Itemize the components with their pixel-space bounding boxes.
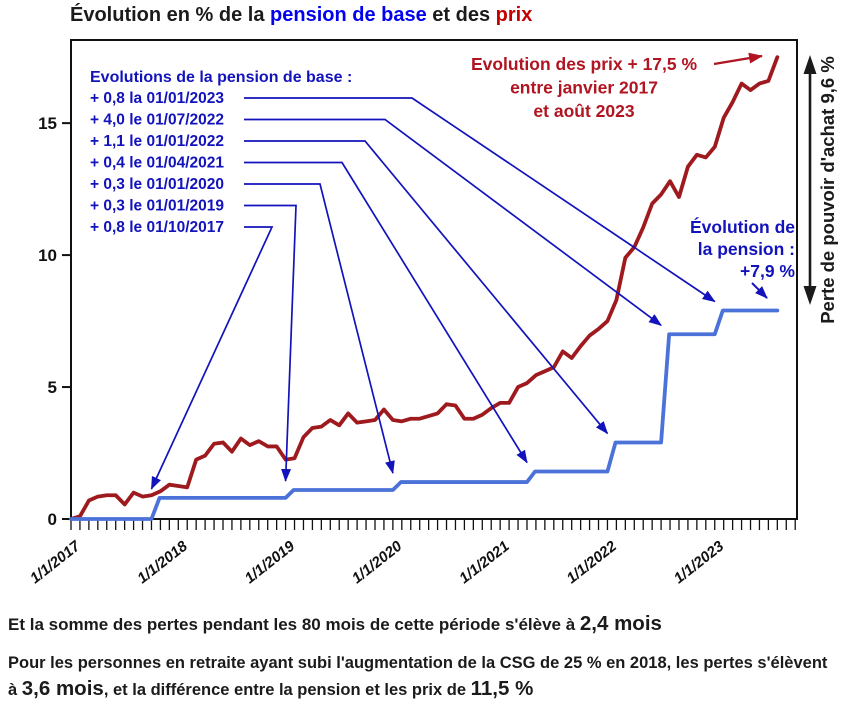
prices-note-line: Evolution des prix + 17,5 % xyxy=(471,54,698,74)
x-axis-label: 1/1/2022 xyxy=(563,537,620,587)
loss-of-purchasing-power-label: Perte de pouvoir d'achat 9,6 % xyxy=(817,56,838,324)
footer2-text2: , et la différence entre la pension et l… xyxy=(103,680,471,699)
pension-change-label: + 0,3 le 01/01/2019 xyxy=(90,198,224,215)
pension-list-header: Evolutions de la pension de base : xyxy=(90,69,352,86)
pension-change-arrow xyxy=(244,161,528,464)
footer-total-loss-text: Et la somme des pertes pendant les 80 mo… xyxy=(8,612,838,636)
title-part2: et des xyxy=(426,4,496,26)
pension-change-label: + 0,3 le 01/01/2020 xyxy=(90,176,224,193)
prices-note-arrow xyxy=(713,52,763,66)
x-axis-label: 1/1/2017 xyxy=(27,537,84,587)
prices-note-line: et août 2023 xyxy=(533,101,634,121)
y-axis-label: 10 xyxy=(38,246,57,265)
x-axis-label: 1/1/2020 xyxy=(349,537,406,587)
pension-note-line: Évolution de xyxy=(690,216,795,237)
pension-note-line: la pension : xyxy=(698,239,795,259)
pension-note-arrow xyxy=(751,282,768,299)
y-axis-label: 15 xyxy=(38,114,57,133)
pension-change-label: + 0,8 la 01/01/2023 xyxy=(90,90,224,107)
pension-change-arrow xyxy=(244,183,395,475)
pension-change-label: + 4,0 le 01/07/2022 xyxy=(90,112,224,129)
x-axis-label: 1/1/2021 xyxy=(456,538,512,587)
pension-change-arrow xyxy=(244,118,662,326)
pension-change-label: + 0,4 le 01/04/2021 xyxy=(90,155,224,172)
footer2-value1: 3,6 mois xyxy=(21,676,104,700)
footer1-text: Et la somme des pertes pendant les 80 mo… xyxy=(8,615,580,634)
prices-note-line: entre janvier 2017 xyxy=(510,78,658,98)
chart-title: Évolution en % de la pension de base et … xyxy=(70,4,532,27)
pension-change-arrow xyxy=(244,204,297,482)
x-axis-label: 1/1/2019 xyxy=(242,537,299,587)
pension-change-arrow xyxy=(150,226,274,490)
x-axis-label: 1/1/2018 xyxy=(134,537,191,587)
y-axis-label: 5 xyxy=(48,378,57,397)
pension-change-arrow xyxy=(244,97,716,303)
y-axis-label: 0 xyxy=(48,510,57,529)
prices-line xyxy=(69,55,780,521)
footer-csg-text: Pour les personnes en retraite ayant sub… xyxy=(8,652,840,703)
loss-arrow-top-head xyxy=(803,55,817,74)
plot-frame xyxy=(70,39,798,520)
pension-change-label: + 0,8 le 01/10/2017 xyxy=(90,219,224,236)
footer1-value: 2,4 mois xyxy=(579,612,662,635)
pension-note-line: +7,9 % xyxy=(740,261,795,281)
x-axis-label: 1/1/2023 xyxy=(671,537,728,587)
title-prix-highlight: prix xyxy=(495,4,533,26)
loss-arrow-bottom-head xyxy=(803,286,817,305)
pension-change-label: + 1,1 le 01/01/2022 xyxy=(90,133,224,150)
title-pension-highlight: pension de base xyxy=(270,4,427,26)
footer2-text1: Pour les personnes en retraite ayant sub… xyxy=(8,654,828,699)
pension-change-arrow xyxy=(244,140,609,435)
footer2-value2: 11,5 % xyxy=(470,676,534,700)
pension-line xyxy=(69,308,780,521)
title-part1: Évolution en % de la xyxy=(70,4,271,26)
chart-canvas: 1/1/2017 1/1/2018 1/1/2019 1/1/2020 1/1/2021… xyxy=(27,39,838,587)
